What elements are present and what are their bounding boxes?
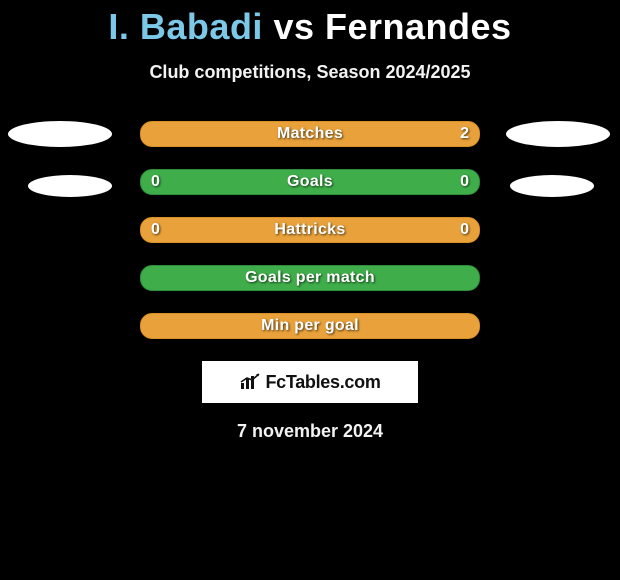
stat-row-min-per-goal: Min per goal [140, 313, 480, 339]
decor-ellipse-bottom-left [28, 175, 112, 197]
stat-bars: Matches 2 0 Goals 0 0 Hattricks 0 Goals … [140, 121, 480, 339]
subtitle: Club competitions, Season 2024/2025 [0, 62, 620, 83]
stat-row-goals-per-match: Goals per match [140, 265, 480, 291]
player2-name: Fernandes [325, 6, 512, 47]
footer-date: 7 november 2024 [0, 421, 620, 442]
stat-value-right: 0 [460, 170, 469, 194]
decor-ellipse-top-right [506, 121, 610, 147]
page-title: I. Babadi vs Fernandes [0, 6, 620, 48]
stat-row-matches: Matches 2 [140, 121, 480, 147]
brand-box: FcTables.com [202, 361, 418, 403]
stat-label: Goals per match [245, 269, 375, 287]
stat-label: Goals [287, 173, 333, 191]
stat-value-right: 2 [460, 122, 469, 146]
decor-ellipse-top-left [8, 121, 112, 147]
stat-label: Hattricks [274, 221, 345, 239]
stat-value-right: 0 [460, 218, 469, 242]
stat-label: Matches [277, 125, 343, 143]
comparison-arena: Matches 2 0 Goals 0 0 Hattricks 0 Goals … [0, 121, 620, 339]
stat-value-left: 0 [151, 218, 160, 242]
stat-value-left: 0 [151, 170, 160, 194]
vs-text: vs [273, 6, 314, 47]
stat-row-hattricks: 0 Hattricks 0 [140, 217, 480, 243]
stat-label: Min per goal [261, 317, 359, 335]
bar-chart-icon [239, 373, 261, 391]
stat-row-goals: 0 Goals 0 [140, 169, 480, 195]
player1-name: I. Babadi [108, 6, 263, 47]
brand-text: FcTables.com [265, 372, 380, 393]
decor-ellipse-bottom-right [510, 175, 594, 197]
brand-inner: FcTables.com [239, 372, 380, 393]
